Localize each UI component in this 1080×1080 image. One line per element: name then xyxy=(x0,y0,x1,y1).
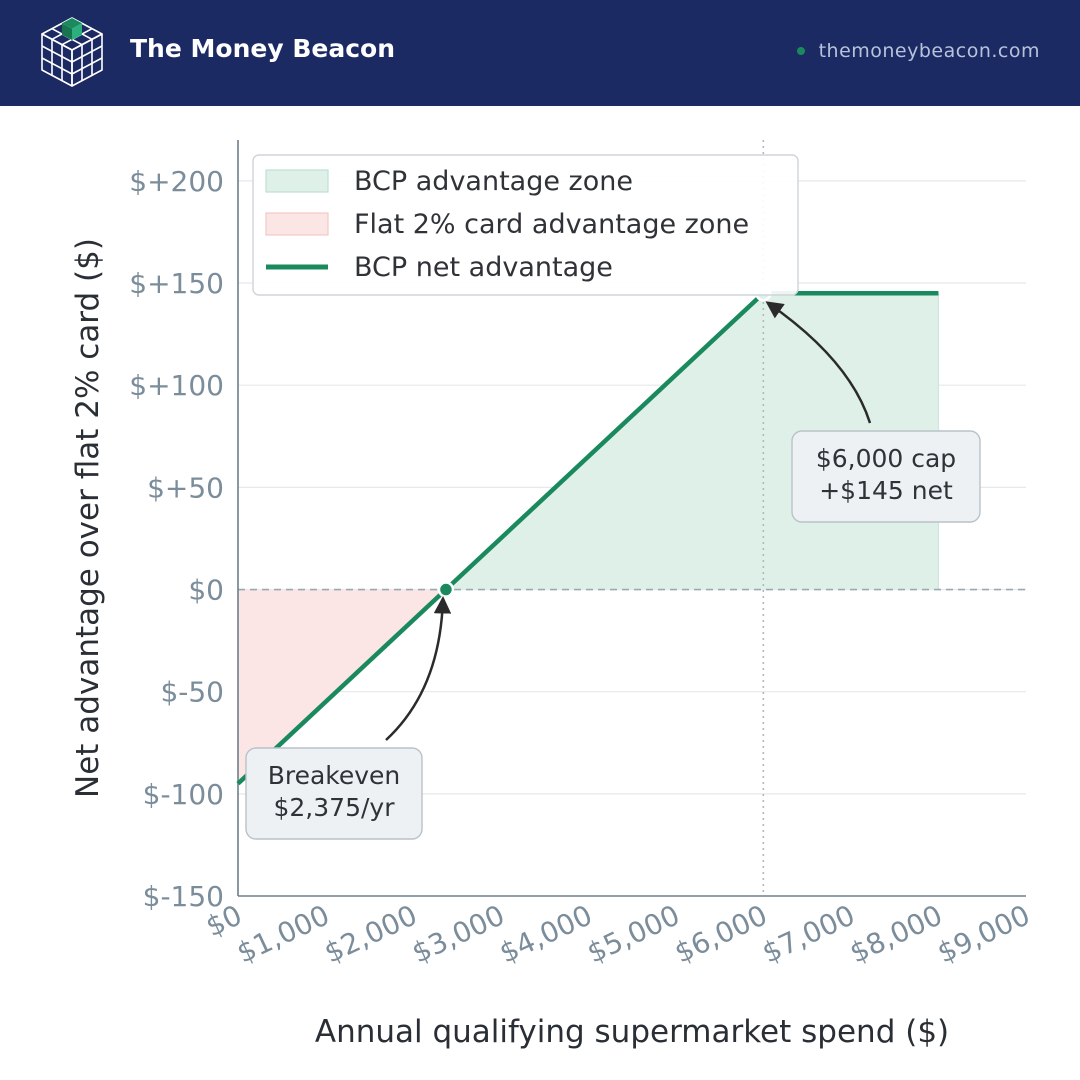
bcp-net-advantage-line xyxy=(236,290,939,786)
chart: Breakeven $2,375/yr $6,000 cap +$145 net BC… xyxy=(70,140,1035,1050)
y-tick-label: $+100 xyxy=(129,369,224,402)
cube-grid-icon xyxy=(41,17,103,87)
y-tick-label: $0 xyxy=(188,574,224,607)
x-tick-label: $7,000 xyxy=(757,898,860,969)
annotation-box xyxy=(245,747,423,840)
legend-swatch xyxy=(265,169,329,193)
axes xyxy=(237,140,1026,897)
x-tick-label: $2,000 xyxy=(319,898,422,969)
y-tick-label: $+200 xyxy=(129,165,224,198)
x-tick-label: $1,000 xyxy=(232,898,335,969)
site-url-link[interactable]: themoneybeacon.com xyxy=(796,40,1040,62)
y-tick-label: $-150 xyxy=(143,880,224,913)
x-tick-label: $3,000 xyxy=(407,898,510,969)
y-tick-label: $+150 xyxy=(129,267,224,300)
legend-label: Flat 2% card advantage zone xyxy=(354,209,749,240)
site-header: The Money Beacon themoneybeacon.com xyxy=(0,0,1080,106)
legend: BCP advantage zone Flat 2% card advantage… xyxy=(252,154,799,296)
legend-item: Flat 2% card advantage zone xyxy=(265,209,749,240)
annotation-text: +$145 net xyxy=(819,476,953,505)
legend-label: BCP advantage zone xyxy=(354,166,633,197)
annotation-breakeven: Breakeven $2,375/yr xyxy=(245,596,452,840)
annotation-cap: $6,000 cap +$145 net xyxy=(765,301,981,523)
x-tick-label: $9,000 xyxy=(932,898,1035,969)
annotations: Breakeven $2,375/yr $6,000 cap +$145 net xyxy=(245,301,981,840)
zones xyxy=(238,293,940,784)
status-dot-icon xyxy=(796,47,805,55)
x-tick-label: $8,000 xyxy=(845,898,948,969)
annotation-arrow xyxy=(385,596,452,741)
annotation-text: Breakeven xyxy=(268,761,401,790)
x-tick-label: $4,000 xyxy=(494,898,597,969)
y-axis-title: Net advantage over flat 2% card ($) xyxy=(70,238,106,798)
x-tick-label: $5,000 xyxy=(582,898,685,969)
annotation-arrow xyxy=(765,301,872,424)
brand-name: The Money Beacon xyxy=(130,34,395,63)
annotation-text: $2,375/yr xyxy=(274,793,396,822)
y-tick-label: $-50 xyxy=(160,676,224,709)
y-tick-label: $-100 xyxy=(143,778,224,811)
annotation-text: $6,000 cap xyxy=(816,444,956,473)
legend-box xyxy=(252,154,799,296)
legend-label: BCP net advantage xyxy=(354,252,613,283)
annotation-box xyxy=(791,430,981,523)
x-axis-title: Annual qualifying supermarket spend ($) xyxy=(315,1014,949,1050)
legend-item: BCP net advantage xyxy=(266,252,613,283)
breakeven-point xyxy=(437,581,455,598)
y-tick-label: $+50 xyxy=(147,471,224,504)
site-url-text: themoneybeacon.com xyxy=(818,40,1040,62)
x-tick-label: $6,000 xyxy=(670,898,773,969)
legend-item: BCP advantage zone xyxy=(265,166,633,197)
legend-swatch xyxy=(265,212,329,236)
